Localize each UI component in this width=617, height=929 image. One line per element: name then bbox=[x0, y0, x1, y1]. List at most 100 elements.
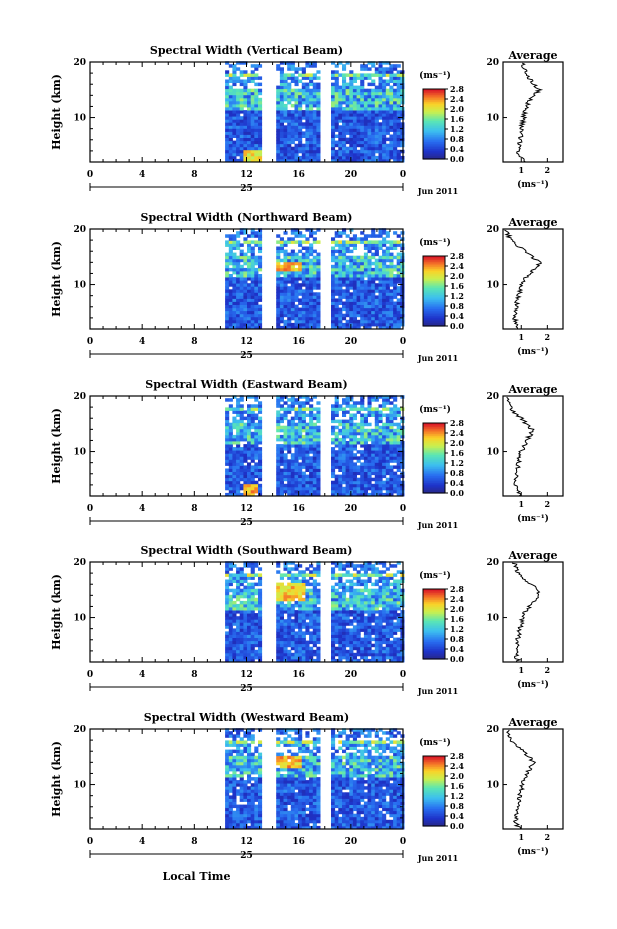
heatmap-cell bbox=[356, 103, 361, 108]
heatmap-cell bbox=[396, 252, 401, 257]
heatmap-cell bbox=[385, 67, 390, 71]
heatmap-cell bbox=[301, 450, 306, 454]
heatmap-cell bbox=[360, 425, 365, 430]
heatmap-cell bbox=[371, 594, 376, 599]
heatmap-cell bbox=[287, 82, 292, 87]
heatmap-cell bbox=[338, 640, 343, 645]
heatmap-cell bbox=[316, 447, 321, 451]
heatmap-cell bbox=[360, 131, 365, 135]
heatmap-cell bbox=[254, 304, 259, 309]
heatmap-cell bbox=[258, 465, 263, 469]
heatmap-cell bbox=[290, 94, 295, 99]
heatmap-cell bbox=[290, 73, 295, 77]
heatmap-cell bbox=[290, 437, 295, 442]
heatmap-cell bbox=[298, 249, 303, 254]
heatmap-cell bbox=[331, 267, 336, 272]
heatmap-cell bbox=[250, 73, 255, 77]
heatmap-cell bbox=[356, 588, 361, 593]
heatmap-cell bbox=[294, 70, 299, 74]
heatmap-cell bbox=[378, 325, 383, 330]
heatmap-cell bbox=[298, 146, 303, 151]
heatmap-cell bbox=[254, 67, 259, 71]
heatmap-cell bbox=[393, 277, 398, 281]
heatmap-cell bbox=[338, 319, 343, 324]
heatmap-cell bbox=[279, 591, 284, 596]
heatmap-cell bbox=[283, 428, 288, 433]
heatmap-cell bbox=[367, 131, 372, 135]
heatmap-cell bbox=[250, 79, 255, 83]
heatmap-cell bbox=[363, 234, 368, 238]
heatmap-cell bbox=[382, 441, 387, 445]
heatmap-cell bbox=[232, 298, 237, 302]
heatmap-cell bbox=[254, 140, 259, 145]
heatmap-cell bbox=[290, 607, 295, 611]
heatmap-cell bbox=[352, 116, 357, 120]
heatmap-cell bbox=[239, 231, 244, 235]
heatmap-cell bbox=[228, 486, 233, 491]
heatmap-cell bbox=[382, 316, 387, 321]
heatmap-cell bbox=[279, 137, 284, 142]
heatmap-cell bbox=[236, 298, 241, 302]
heatmap-cell bbox=[345, 447, 350, 451]
heatmap-cell bbox=[232, 649, 237, 654]
heatmap-cell bbox=[298, 437, 303, 442]
heatmap-cell bbox=[232, 149, 237, 154]
x-tick-label: 16 bbox=[292, 504, 305, 514]
heatmap-cell bbox=[349, 322, 354, 327]
heatmap-cell bbox=[236, 594, 241, 599]
heatmap-cell bbox=[363, 616, 368, 620]
heatmap-cell bbox=[228, 152, 233, 157]
heatmap-cell bbox=[236, 316, 241, 321]
heatmap-cell bbox=[393, 434, 398, 439]
heatmap-cell bbox=[338, 146, 343, 151]
heatmap-cell bbox=[247, 582, 252, 587]
heatmap-cell bbox=[225, 319, 230, 324]
heatmap-cell bbox=[283, 119, 288, 123]
heatmap-cell bbox=[301, 616, 306, 620]
heatmap-cell bbox=[342, 64, 347, 68]
heatmap-cell bbox=[254, 444, 259, 448]
heatmap-cell bbox=[349, 425, 354, 430]
heatmap-cell bbox=[356, 97, 361, 102]
heatmap-cell bbox=[316, 119, 321, 123]
heatmap-cell bbox=[290, 613, 295, 617]
heatmap-cell bbox=[239, 319, 244, 324]
heatmap-cell bbox=[287, 407, 292, 411]
heatmap-cell bbox=[331, 137, 336, 142]
heatmap-cell bbox=[294, 292, 299, 296]
heatmap-cell bbox=[232, 655, 237, 660]
heatmap-cell bbox=[378, 246, 383, 250]
heatmap-cell bbox=[250, 143, 255, 148]
heatmap-cell bbox=[338, 477, 343, 482]
heatmap-cell bbox=[371, 316, 376, 321]
heatmap-cell bbox=[385, 283, 390, 287]
average-frame bbox=[502, 228, 564, 330]
heatmap-cell bbox=[225, 588, 230, 593]
heatmap-cell bbox=[374, 468, 379, 472]
heatmap-cell bbox=[232, 610, 237, 614]
heatmap-cell bbox=[342, 616, 347, 620]
heatmap-cell bbox=[338, 110, 343, 114]
heatmap-cell bbox=[232, 107, 237, 111]
heatmap-cell bbox=[225, 597, 230, 602]
heatmap-cell bbox=[331, 274, 336, 278]
heatmap-cell bbox=[352, 456, 357, 460]
heatmap-cell bbox=[349, 483, 354, 488]
colorbar-swatch bbox=[423, 152, 445, 155]
heatmap-cell bbox=[316, 444, 321, 448]
heatmap-cell bbox=[305, 261, 310, 266]
heatmap-cell bbox=[309, 304, 314, 309]
heatmap-cell bbox=[352, 428, 357, 433]
heatmap-cell bbox=[276, 637, 281, 642]
heatmap-cell bbox=[305, 249, 310, 254]
heatmap-cell bbox=[298, 107, 303, 111]
heatmap-cell bbox=[349, 152, 354, 157]
heatmap-cell bbox=[352, 619, 357, 623]
heatmap-cell bbox=[290, 137, 295, 142]
heatmap-cell bbox=[356, 110, 361, 114]
heatmap-cell bbox=[279, 600, 284, 605]
heatmap-cell bbox=[378, 122, 383, 126]
heatmap-cell bbox=[356, 422, 361, 427]
heatmap-cell bbox=[385, 483, 390, 488]
heatmap-cell bbox=[356, 465, 361, 469]
